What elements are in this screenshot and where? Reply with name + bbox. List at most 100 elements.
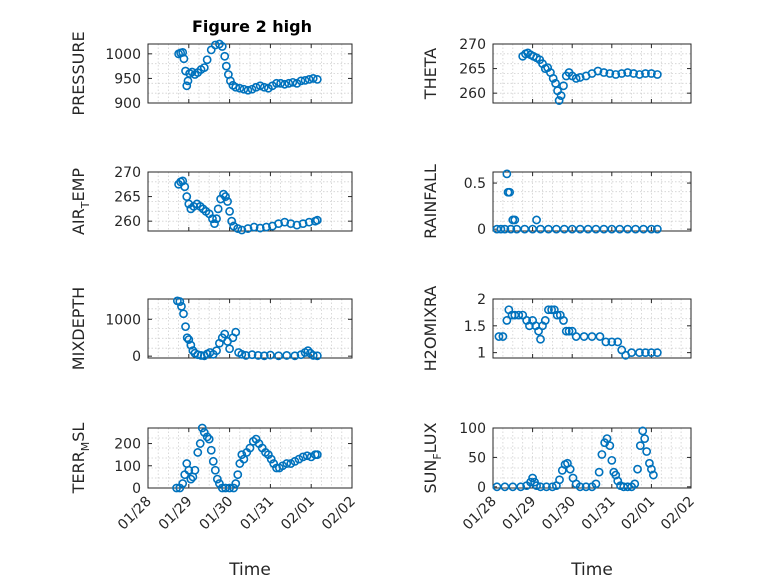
data-point — [594, 467, 604, 477]
data-point — [528, 473, 537, 483]
data-point — [542, 482, 551, 492]
data-point — [225, 344, 234, 354]
data-point — [196, 351, 206, 360]
data-point — [276, 78, 285, 88]
data-point — [266, 454, 276, 464]
data-point — [255, 223, 265, 233]
data-point — [210, 219, 219, 229]
x-tick-label: 02/02 — [658, 494, 698, 534]
data-point — [265, 350, 275, 360]
data-point — [282, 351, 292, 360]
data-point — [181, 322, 190, 332]
data-point — [571, 74, 581, 83]
y-tick-label: 1 — [477, 346, 486, 362]
data-point — [561, 326, 571, 336]
data-point — [178, 479, 188, 488]
data-point — [253, 351, 263, 360]
y-tick-label: 0 — [132, 349, 141, 365]
data-point — [175, 297, 185, 306]
data-point — [312, 450, 322, 460]
data-point — [564, 326, 574, 336]
data-point — [221, 61, 231, 71]
data-point — [292, 220, 302, 230]
data-point — [633, 464, 642, 474]
data-point — [243, 85, 253, 95]
data-point — [219, 189, 228, 199]
axes-frame — [147, 427, 353, 489]
data-point — [197, 423, 207, 433]
data-point — [635, 441, 645, 451]
subplot-terrmsl: 0 100 200 TERRMSL 01/28 01/29 01/30 01/31 02/01 0… — [69, 423, 359, 580]
data-point — [298, 452, 308, 462]
data-point — [605, 69, 615, 78]
data-point — [251, 82, 261, 92]
data-point — [237, 349, 247, 359]
data-point — [184, 335, 194, 344]
data-point — [182, 333, 192, 343]
data-point — [601, 337, 611, 347]
x-tick-label: 01/29 — [156, 494, 196, 534]
data-point — [280, 79, 290, 89]
data-point — [302, 451, 312, 461]
y-tick-label: 265 — [459, 62, 486, 78]
data-point — [647, 69, 656, 78]
data-point — [298, 219, 308, 229]
data-point — [613, 337, 623, 347]
data-point — [308, 351, 318, 360]
x-tick-label: 01/31 — [579, 494, 619, 534]
data-point — [607, 337, 617, 347]
data-point — [652, 224, 662, 234]
data-point — [243, 224, 253, 233]
data-point — [652, 70, 662, 79]
data-point — [233, 224, 243, 233]
data-point — [641, 69, 650, 78]
data-point — [202, 432, 212, 442]
y-axis-label: SUNFLUX — [421, 422, 444, 493]
subplot-pressure: 900 950 1000 PRESSURE Figure 2 high — [69, 17, 353, 116]
x-tick-label: 01/28 — [460, 494, 500, 534]
data-point — [502, 316, 512, 325]
data-point — [239, 84, 249, 94]
data-point — [212, 474, 222, 484]
data-point — [259, 82, 269, 92]
data-point — [296, 76, 306, 86]
data-point — [505, 187, 515, 197]
data-point — [506, 224, 516, 234]
data-point — [602, 434, 612, 443]
y-axis-label: AIRTEMP — [69, 168, 92, 235]
data-point — [303, 346, 313, 356]
y-tick-label: 100 — [459, 421, 486, 437]
subplot-mixdepth: 0 1000 MIXDEPTH — [69, 287, 353, 370]
data-point — [623, 482, 633, 492]
x-axis-label: Time — [570, 560, 613, 580]
data-point — [190, 465, 200, 475]
data-point — [312, 75, 322, 84]
data-point — [496, 224, 506, 234]
data-point — [245, 443, 255, 453]
data-point — [312, 215, 322, 225]
y-tick-label: 0 — [477, 480, 486, 496]
data-point — [641, 348, 650, 358]
data-point — [231, 82, 241, 92]
y-tick-label: 900 — [114, 96, 141, 112]
data-point — [635, 348, 644, 358]
data-point — [548, 74, 558, 83]
subplot-rainfall: 0 0.5 RAINFALL — [421, 164, 692, 239]
data-point — [184, 465, 194, 475]
data-point — [635, 70, 644, 79]
data-point — [648, 470, 658, 480]
data-point — [304, 75, 314, 84]
data-point — [184, 199, 194, 209]
data-point — [611, 70, 621, 79]
data-point — [255, 81, 265, 91]
data-point — [286, 219, 296, 229]
x-tick-label: 01/29 — [500, 494, 540, 534]
data-point — [235, 83, 245, 93]
data-point — [284, 78, 294, 88]
data-point — [548, 482, 557, 492]
y-tick-label: 270 — [114, 165, 141, 181]
data-point — [591, 479, 601, 489]
data-point — [180, 182, 190, 192]
data-point — [638, 426, 648, 436]
data-point — [220, 51, 230, 61]
